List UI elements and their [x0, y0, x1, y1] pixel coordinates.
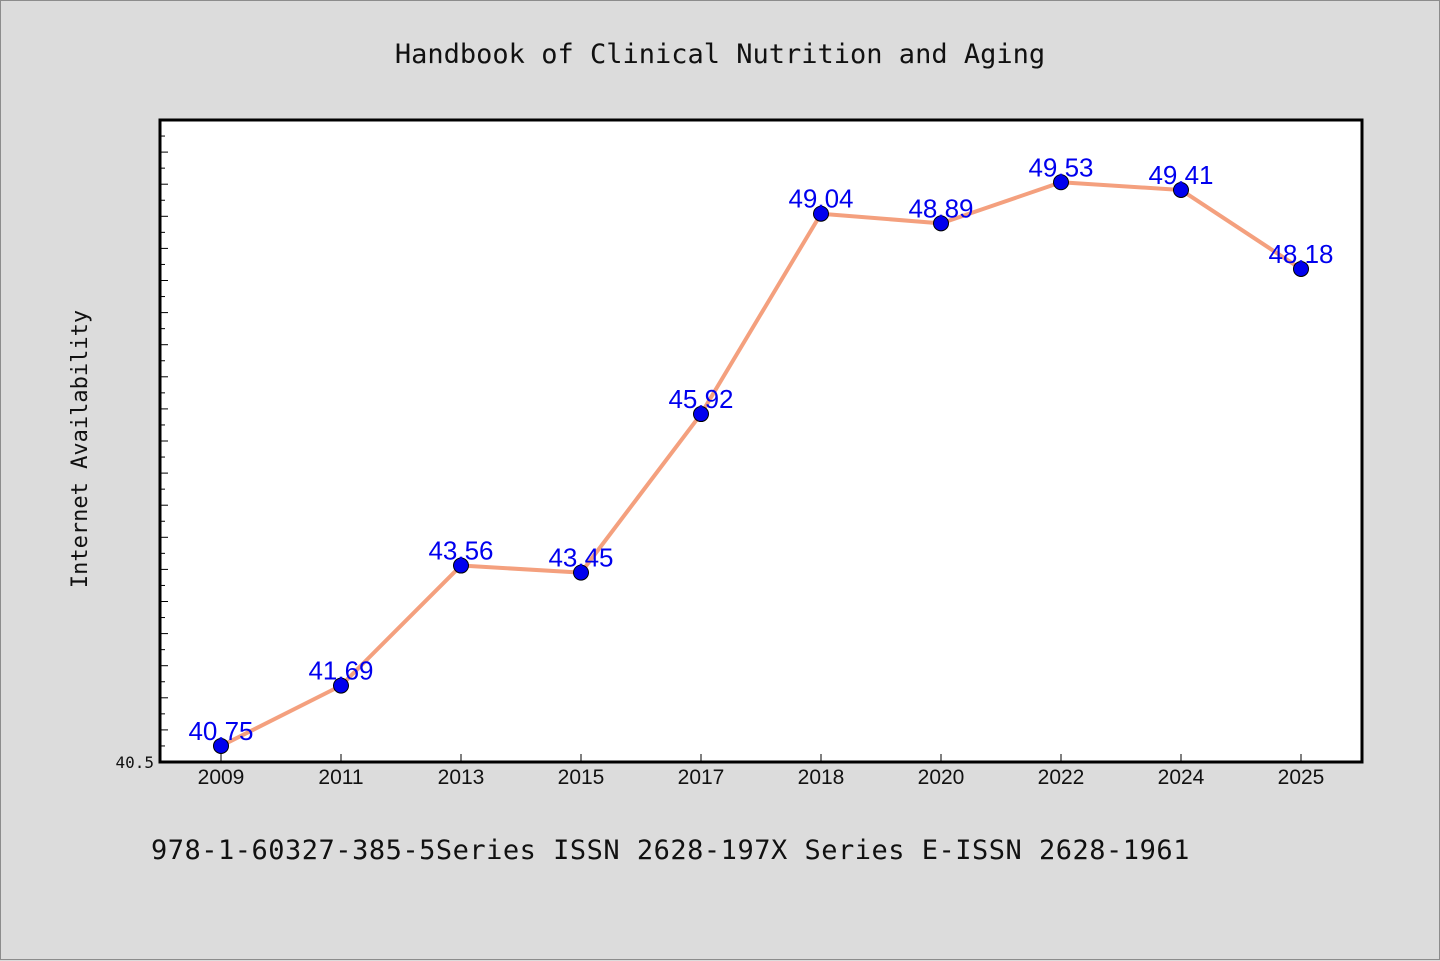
data-labels: 40.75 41.69 43.56 43.45 45.92 49.04 48.89 49.53…	[188, 152, 1333, 746]
series-line	[219, 180, 1303, 748]
data-label: 43.45	[548, 543, 613, 573]
y-axis-label: Internet Availability	[68, 310, 93, 588]
data-label: 48.89	[908, 193, 973, 223]
data-label: 48.18	[1268, 239, 1333, 269]
data-point	[213, 737, 229, 754]
data-label: 43.56	[428, 536, 493, 566]
data-point	[813, 205, 829, 222]
data-point	[1293, 260, 1309, 277]
chart-title: Handbook of Clinical Nutrition and Aging	[395, 39, 1045, 70]
plot-area	[158, 118, 1364, 764]
data-label: 40.75	[188, 716, 253, 746]
y-ticks: 40.5	[115, 135, 168, 772]
x-tick-label: 2024	[1158, 766, 1205, 789]
data-label: 41.69	[308, 656, 373, 686]
data-label: 45.92	[668, 384, 733, 414]
x-tick-label: 2011	[318, 766, 363, 789]
x-tick-label: 2022	[1038, 766, 1085, 789]
y-tick-label: 40.5	[115, 753, 154, 772]
data-point	[933, 215, 949, 232]
data-point	[453, 557, 469, 574]
x-tick-label: 2013	[438, 766, 485, 789]
footer-isbn-text: 978-1-60327-385-5Series ISSN 2628-197X S…	[151, 835, 1190, 866]
x-ticks: 2009 2011 2013 2015 2017 2018 2020 2022 2024 2025	[198, 754, 1325, 789]
data-point	[1173, 181, 1189, 198]
series-group	[213, 174, 1309, 754]
data-point	[333, 677, 349, 694]
x-tick-label: 2018	[798, 766, 845, 789]
x-tick-label: 2025	[1278, 766, 1325, 789]
x-tick-label: 2009	[198, 766, 245, 789]
data-label: 49.41	[1148, 160, 1213, 190]
data-point	[693, 406, 709, 423]
x-tick-label: 2020	[918, 766, 965, 789]
x-tick-label: 2017	[678, 766, 725, 789]
data-label: 49.53	[1028, 152, 1093, 182]
x-tick-label: 2015	[558, 766, 605, 789]
data-point	[573, 564, 589, 581]
data-label: 49.04	[788, 184, 853, 214]
data-point	[1053, 174, 1069, 191]
